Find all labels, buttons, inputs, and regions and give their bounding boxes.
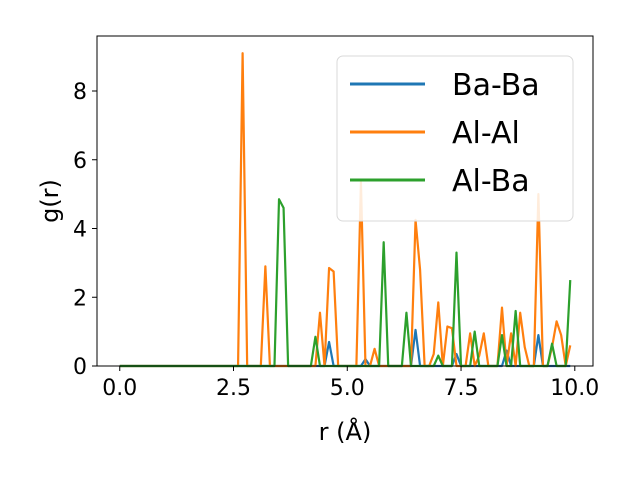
x-tick-label: 2.5 (216, 376, 251, 401)
x-tick-label: 5.0 (330, 376, 365, 401)
y-tick-label: 0 (73, 355, 87, 380)
axes-frame (96, 35, 594, 367)
x-axis-ticks: 0.0 2.5 5.0 7.5 10.0 (102, 366, 599, 401)
x-axis-label: r (Å) (319, 417, 372, 446)
y-tick-label: 8 (73, 80, 87, 105)
x-tick-label: 7.5 (444, 376, 479, 401)
y-tick-label: 4 (73, 218, 87, 243)
y-tick-label: 2 (73, 286, 87, 311)
y-axis-ticks: 0 2 4 6 8 (73, 80, 97, 380)
legend: Ba-Ba Al-Al Al-Ba (336, 55, 574, 222)
y-axis-label: g(r) (36, 179, 64, 223)
legend-label-ba-ba: Ba-Ba (452, 68, 540, 103)
y-tick-label: 6 (73, 149, 87, 174)
legend-label-al-al: Al-Al (452, 116, 520, 151)
x-tick-label: 0.0 (102, 376, 137, 401)
legend-label-al-ba: Al-Ba (452, 164, 530, 199)
x-tick-label: 10.0 (550, 376, 599, 401)
series-line-al-al (119, 52, 572, 368)
